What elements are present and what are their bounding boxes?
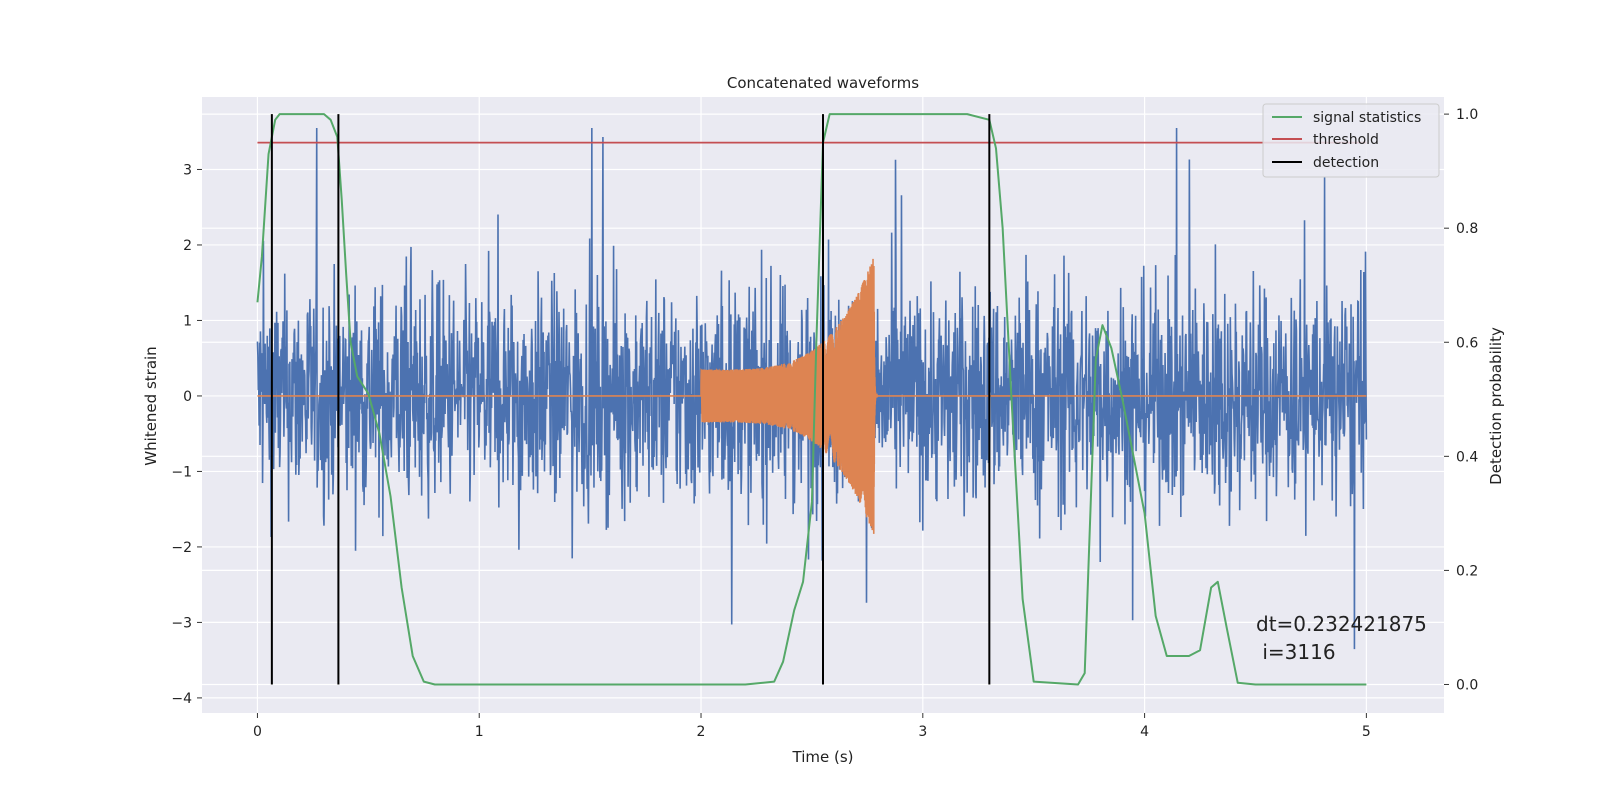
y-tick-label: −1 [171, 464, 192, 480]
signal-statistics-series [256, 113, 1367, 686]
x-tick-label: 2 [697, 724, 706, 740]
y2-tick-label: 1.0 [1456, 107, 1478, 123]
y-tick-label: 3 [183, 162, 192, 178]
legend: signal statistics threshold detection [1262, 103, 1440, 178]
y2-axis-label: Detection probability [1487, 327, 1505, 485]
y-tick-label: −2 [171, 540, 192, 556]
plot-area [256, 113, 1368, 686]
y2-tick-label: 0.4 [1456, 449, 1478, 465]
y2-tick-label: 0.6 [1456, 335, 1478, 351]
y-tick-label: 1 [183, 313, 192, 329]
injection-series [257, 258, 1367, 534]
axes: 0 1 2 3 4 5 −4 −3 −2 −1 0 1 2 3 0.0 0.2 0.4 0.6 0.8 1.0 [171, 107, 1478, 740]
y2-tick-label: 0.2 [1456, 563, 1478, 579]
annotation-i: i=3116 [1256, 640, 1336, 664]
legend-label-detection: detection [1313, 155, 1379, 171]
x-tick-label: 1 [475, 724, 484, 740]
x-tick-label: 5 [1362, 724, 1371, 740]
legend-label-threshold: threshold [1313, 132, 1379, 148]
chart-title: Concatenated waveforms [727, 74, 919, 92]
y2-tick-label: 0.0 [1456, 677, 1478, 693]
y-tick-label: −4 [171, 691, 192, 707]
y-tick-label: 0 [183, 389, 192, 405]
y-tick-label: 2 [183, 238, 192, 254]
y-tick-label: −3 [171, 615, 192, 631]
x-tick-label: 0 [253, 724, 262, 740]
x-tick-label: 3 [918, 724, 927, 740]
x-tick-label: 4 [1140, 724, 1149, 740]
legend-box [1262, 103, 1440, 178]
y2-tick-label: 0.8 [1456, 221, 1478, 237]
legend-label-signal-statistics: signal statistics [1313, 110, 1421, 126]
x-axis-label: Time (s) [792, 748, 854, 766]
y-axis-label: Whitened strain [142, 346, 160, 465]
annotation-dt: dt=0.232421875 [1256, 612, 1427, 636]
